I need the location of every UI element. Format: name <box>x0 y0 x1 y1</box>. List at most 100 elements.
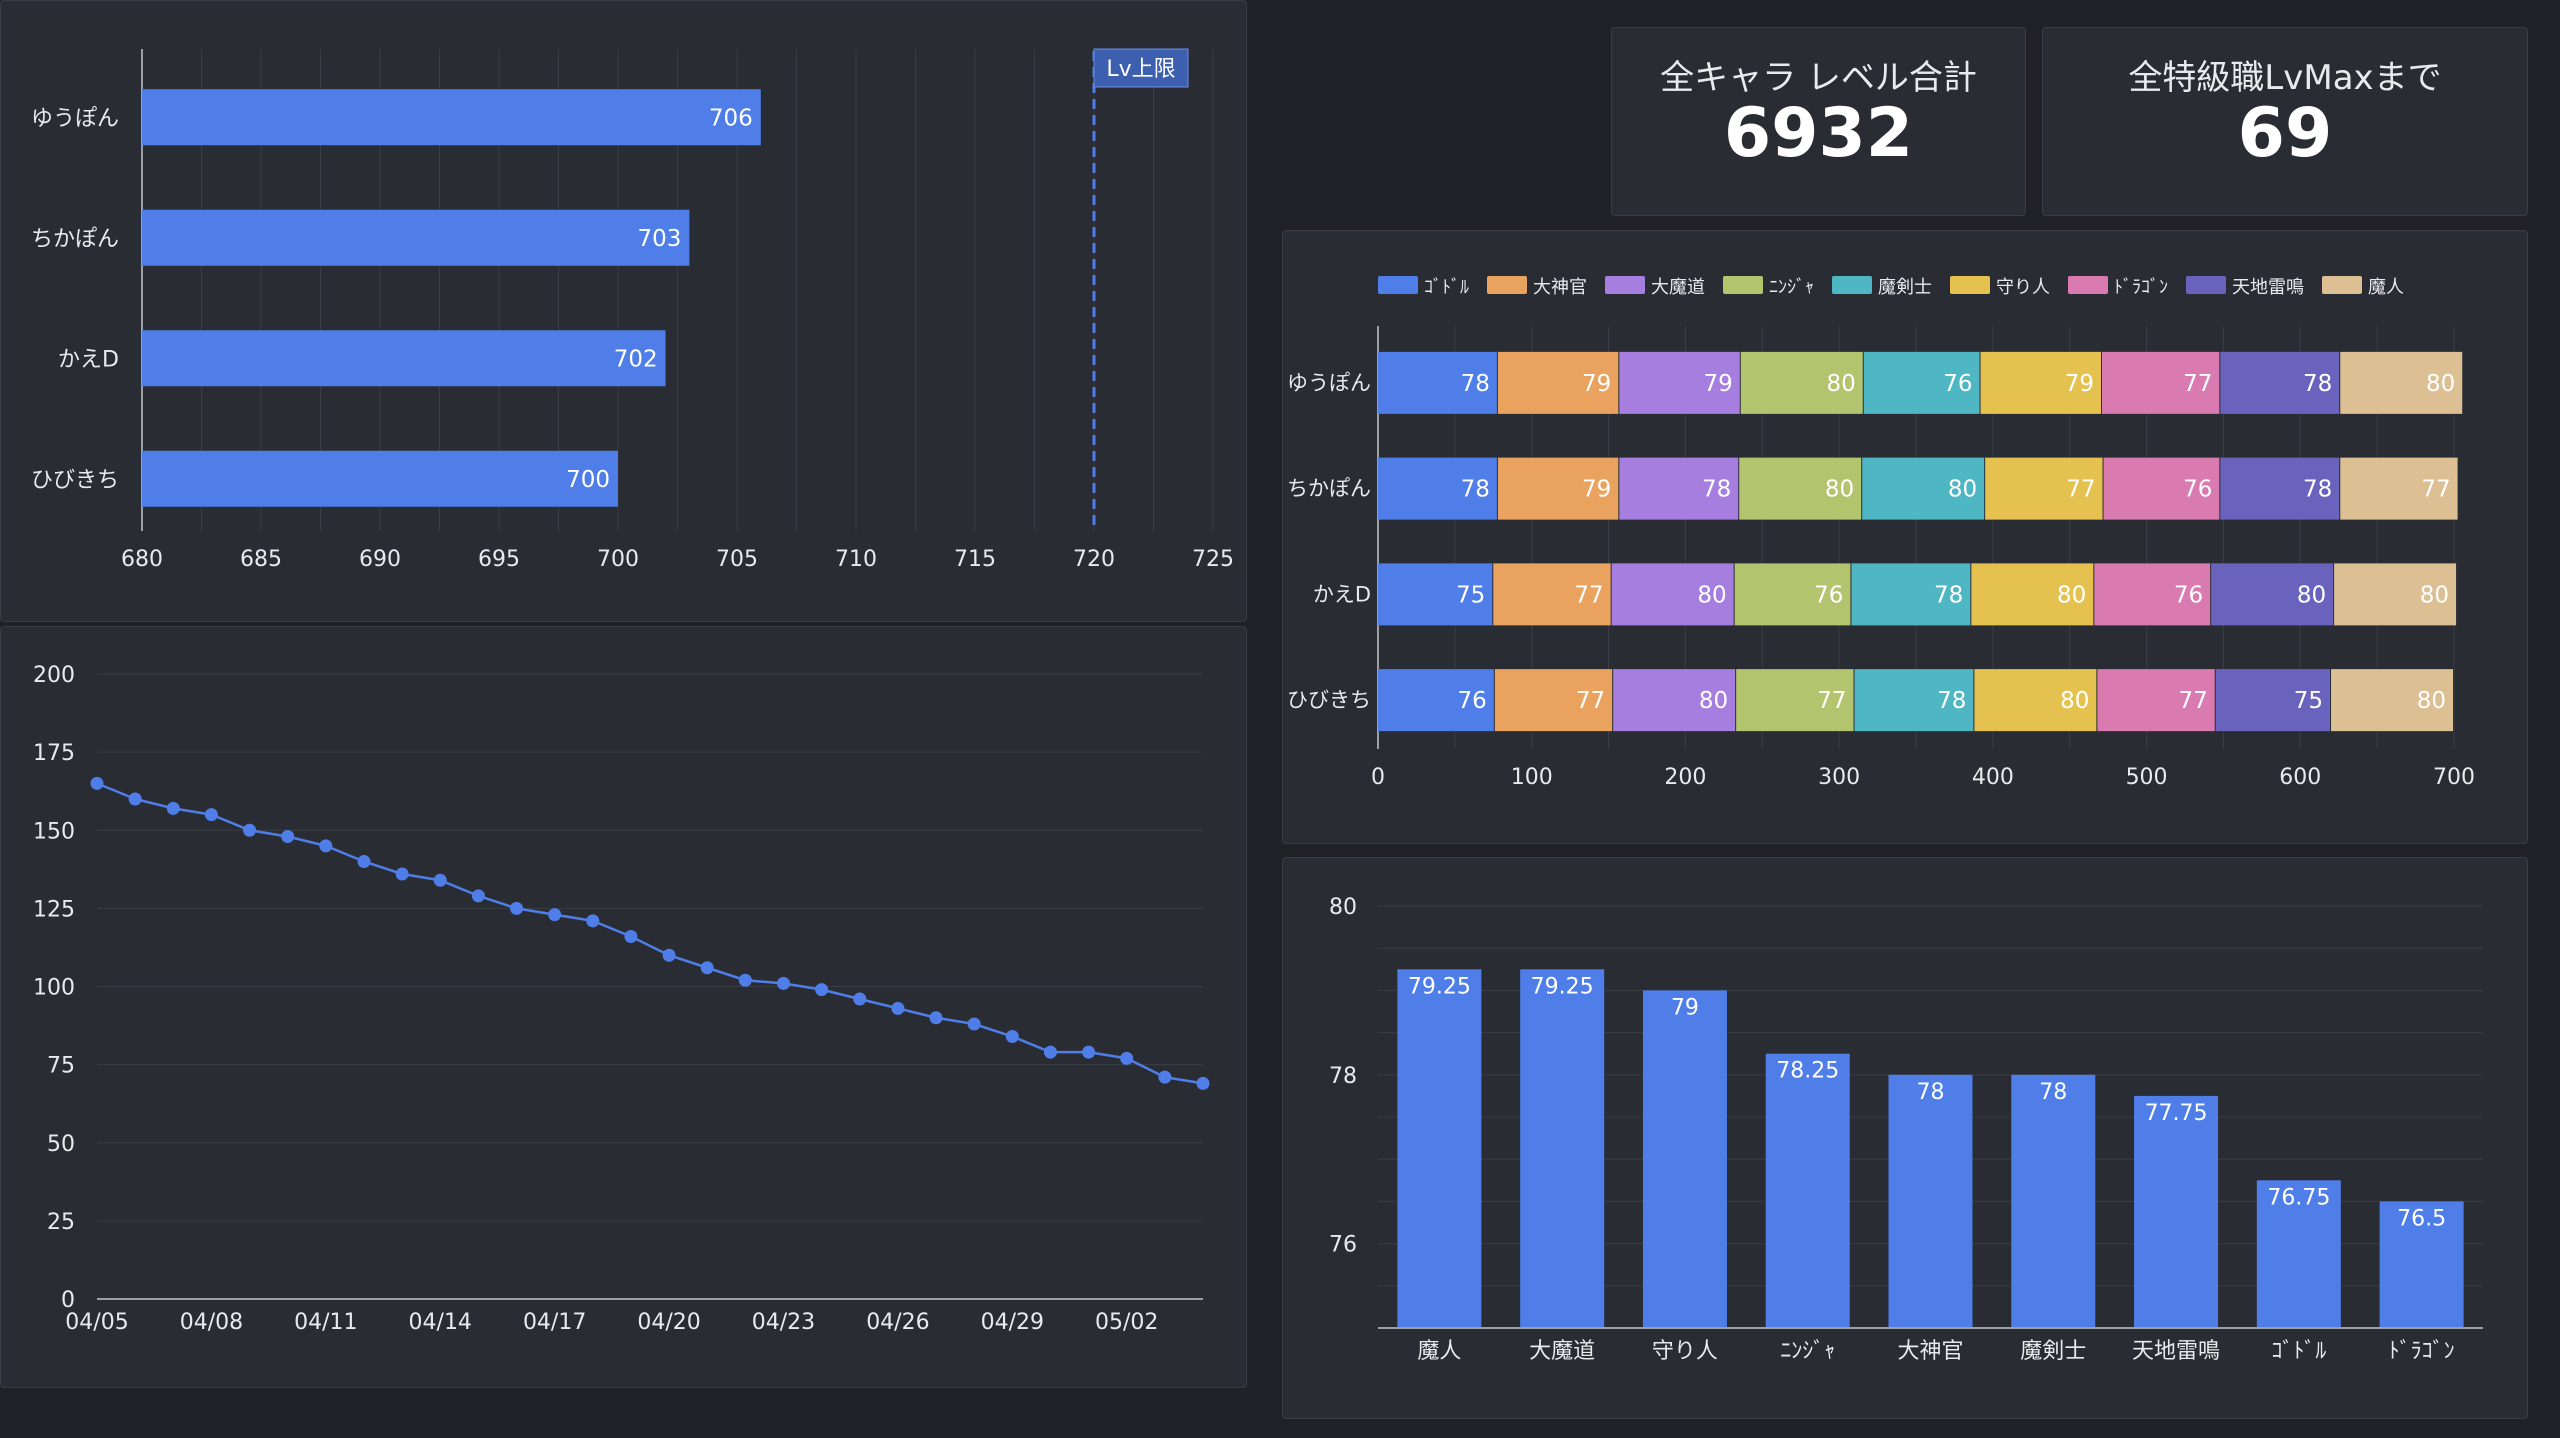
level-totals-panel: 680 685 690 695 700 705 710 715 720 725 ゆうぽん 706 ちかぽ… <box>0 0 1247 622</box>
x-tick-label: 600 <box>2279 765 2321 790</box>
y-tick-label: 150 <box>33 819 75 844</box>
kpi-card-total-level: 全キャラ レベル合計 6932 <box>1611 27 2026 216</box>
x-tick-label: 700 <box>597 547 639 572</box>
stack-segment <box>2094 563 2211 626</box>
legend-label: ｺﾞﾄﾞﾙ <box>1424 277 1469 298</box>
segment-value-label: 75 <box>1456 582 1485 608</box>
job-averages-panel: 76 78 80 79.25 魔人 79.25 大魔道 79 守り人 78.25 ﾆﾝｼﾞｬ 78 大神… <box>1282 857 2528 1419</box>
legend-label: ﾄﾞﾗｺﾞﾝ <box>2114 277 2168 298</box>
segment-value-label: 78 <box>2303 477 2332 503</box>
kpi-title: 全キャラ レベル合計 <box>1660 58 1977 98</box>
legend-swatch <box>1487 276 1527 294</box>
legend-swatch <box>2186 276 2226 294</box>
data-point <box>967 1017 981 1031</box>
y-tick-label: 78 <box>1329 1064 1357 1089</box>
bar-value-label: 76.5 <box>2397 1206 2446 1231</box>
stack-segment <box>1378 669 1494 732</box>
x-tick-label: 04/26 <box>866 1310 929 1335</box>
category-label: ひびきち <box>1287 688 1371 712</box>
x-tick-label: 04/11 <box>294 1310 357 1335</box>
x-tick-label: 04/05 <box>65 1310 128 1335</box>
segment-value-label: 78 <box>1461 371 1490 397</box>
segment-value-label: 77 <box>2421 477 2450 503</box>
category-label: ちかぽん <box>1287 477 1371 501</box>
stack-segment <box>1378 351 1497 414</box>
x-tick-label: 695 <box>478 547 520 572</box>
stack-segment <box>1740 351 1863 414</box>
y-tick-label: 125 <box>33 897 75 922</box>
data-point <box>586 914 600 928</box>
remaining-trend-panel: 0 25 50 75 100 125 150 175 200 04/05 04/08 04/11 04/… <box>0 626 1247 1388</box>
stack-segment <box>1985 457 2103 520</box>
data-point <box>319 839 333 853</box>
stack-segment <box>2340 351 2463 414</box>
x-tick-label: 大魔道 <box>1529 1339 1595 1364</box>
stack-segment <box>2340 457 2458 520</box>
x-tick-label: 725 <box>1192 547 1234 572</box>
x-tick-label: 魔剣士 <box>2020 1339 2086 1364</box>
x-tick-label: 04/23 <box>752 1310 815 1335</box>
legend-swatch <box>1950 276 1990 294</box>
data-point <box>929 1011 943 1025</box>
stack-segment <box>2220 351 2340 414</box>
stack-segment <box>1863 351 1980 414</box>
bar <box>1397 969 1482 1328</box>
data-point <box>815 983 829 997</box>
category-label: ゆうぽん <box>1287 371 1371 395</box>
segment-value-label: 80 <box>1825 477 1854 503</box>
stack-segment <box>2220 457 2340 520</box>
segment-value-label: 77 <box>1576 688 1605 714</box>
segment-value-label: 78 <box>1702 477 1731 503</box>
stack-segment <box>2211 563 2334 626</box>
legend-label: 天地雷鳴 <box>2232 277 2304 298</box>
segment-value-label: 80 <box>1697 582 1726 608</box>
y-tick-label: 200 <box>33 663 75 688</box>
x-tick-label: 04/20 <box>637 1310 700 1335</box>
data-point <box>1082 1045 1096 1059</box>
legend-label: 魔人 <box>2368 277 2404 298</box>
stack-segment <box>1980 351 2101 414</box>
legend-swatch <box>1832 276 1872 294</box>
limit-label-box <box>1093 48 1189 88</box>
bar-value-label: 703 <box>637 226 681 252</box>
y-tick-label: 76 <box>1329 1233 1357 1258</box>
bar-value-label: 79 <box>1671 995 1699 1020</box>
x-tick-label: 04/14 <box>409 1310 472 1335</box>
stack-segment <box>1854 669 1974 732</box>
kpi-value: 69 <box>2237 94 2333 173</box>
stack-segment <box>1862 457 1985 520</box>
segment-value-label: 77 <box>2178 688 2207 714</box>
segment-value-label: 76 <box>2183 477 2212 503</box>
data-point <box>776 976 790 990</box>
x-tick-label: 0 <box>1371 765 1385 790</box>
bar <box>142 330 666 387</box>
segment-value-label: 79 <box>1582 477 1611 503</box>
x-tick-label: 大神官 <box>1897 1339 1963 1364</box>
segment-value-label: 78 <box>1461 477 1490 503</box>
x-tick-label: 690 <box>359 547 401 572</box>
data-point <box>204 808 218 822</box>
x-tick-label: ｺﾞﾄﾞﾙ <box>2271 1339 2326 1364</box>
segment-value-label: 78 <box>1934 582 1963 608</box>
x-tick-label: ﾄﾞﾗｺﾞﾝ <box>2389 1339 2455 1364</box>
x-tick-label: 04/29 <box>981 1310 1044 1335</box>
bar-value-label: 78 <box>2039 1080 2067 1105</box>
x-tick-label: 400 <box>1972 765 2014 790</box>
category-label: ゆうぽん <box>31 106 119 131</box>
data-point <box>548 908 562 922</box>
category-label: かえD <box>58 347 119 372</box>
segment-value-label: 79 <box>1703 371 1732 397</box>
category-label: かえD <box>1313 582 1371 606</box>
x-tick-label: 04/08 <box>180 1310 243 1335</box>
segment-value-label: 80 <box>2417 688 2446 714</box>
data-point <box>90 776 104 790</box>
category-label: ひびきち <box>31 468 119 493</box>
x-tick-label: 04/17 <box>523 1310 586 1335</box>
x-tick-label: 守り人 <box>1652 1339 1718 1364</box>
category-label: ちかぽん <box>31 227 119 252</box>
segment-value-label: 79 <box>1582 371 1611 397</box>
series-line <box>96 782 1204 1085</box>
bar-value-label: 76.75 <box>2267 1185 2330 1210</box>
legend-label: 守り人 <box>1996 277 2050 298</box>
job-levels-chart: 0 100 200 300 400 500 600 700 ｺﾞﾄﾞﾙ 大神官 大魔道 ﾆﾝｼﾞｬ 魔剣… <box>1287 276 2475 790</box>
